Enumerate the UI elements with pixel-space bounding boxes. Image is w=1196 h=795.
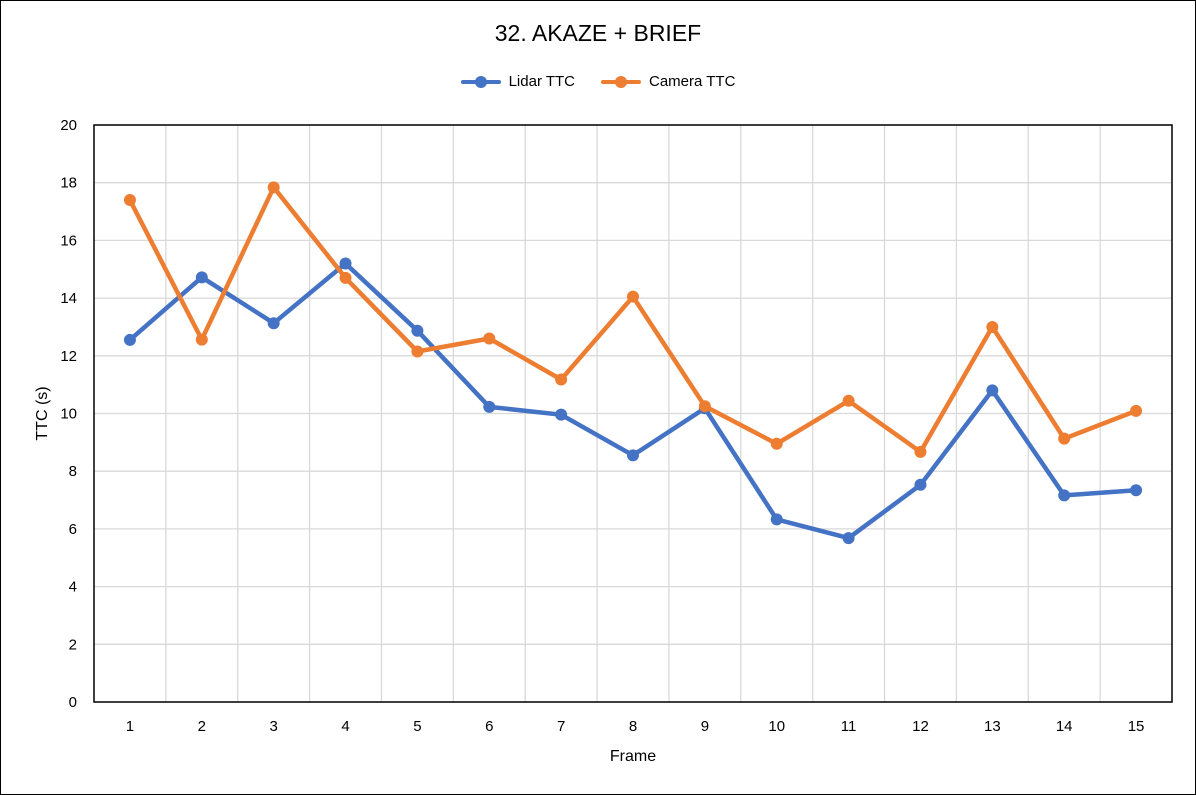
x-tick-label: 5 <box>413 718 421 735</box>
legend-label-camera: Camera TTC <box>649 73 736 90</box>
x-tick-label: 10 <box>768 718 785 735</box>
data-point-camera <box>842 394 855 407</box>
x-tick-label: 12 <box>912 718 929 735</box>
y-tick-label: 2 <box>69 636 77 653</box>
y-tick-label: 4 <box>69 579 77 596</box>
data-point-camera <box>770 437 783 450</box>
legend-item-camera: Camera TTC <box>601 73 735 90</box>
data-point-lidar <box>411 324 424 337</box>
x-tick-label: 14 <box>1056 718 1073 735</box>
x-tick-label: 11 <box>841 718 857 735</box>
data-point-lidar <box>555 408 568 421</box>
plot-area-border <box>93 124 1173 703</box>
data-point-lidar <box>770 513 783 526</box>
x-tick-label: 3 <box>269 718 277 735</box>
data-point-camera <box>914 445 927 458</box>
x-tick-label: 1 <box>126 718 134 735</box>
x-tick-label: 8 <box>629 718 637 735</box>
series-line-lidar <box>127 261 1139 541</box>
legend-swatch-lidar <box>460 75 501 88</box>
data-point-lidar <box>483 400 496 413</box>
data-point-camera <box>698 400 711 413</box>
y-tick-label: 12 <box>60 348 77 365</box>
x-tick-label: 7 <box>557 718 565 735</box>
data-point-lidar <box>339 257 352 270</box>
data-point-lidar <box>1130 484 1143 497</box>
y-axis-title: TTC (s) <box>34 386 51 440</box>
x-axis-title: Frame <box>610 748 656 765</box>
data-point-lidar <box>1058 489 1071 502</box>
data-point-lidar <box>267 317 280 330</box>
data-point-camera <box>267 181 280 194</box>
data-point-lidar <box>986 384 999 397</box>
data-point-camera <box>483 332 496 345</box>
chart-legend: Lidar TTC Camera TTC <box>0 73 1196 90</box>
x-tick-label: 15 <box>1128 718 1145 735</box>
data-point-camera <box>555 373 568 386</box>
data-point-camera <box>1130 404 1143 417</box>
y-tick-label: 8 <box>69 463 77 480</box>
x-tick-label: 9 <box>701 718 709 735</box>
x-tick-label: 6 <box>485 718 493 735</box>
data-point-camera <box>986 320 999 333</box>
legend-label-lidar: Lidar TTC <box>508 73 575 90</box>
y-tick-label: 16 <box>60 232 77 249</box>
y-tick-label: 10 <box>60 406 77 423</box>
y-tick-label: 6 <box>69 521 77 538</box>
x-tick-label: 13 <box>984 718 1001 735</box>
data-point-lidar <box>842 532 855 545</box>
y-tick-label: 14 <box>60 290 77 307</box>
legend-swatch-camera <box>601 75 641 88</box>
data-point-lidar <box>123 333 136 346</box>
data-point-camera <box>123 194 136 207</box>
data-point-camera <box>411 345 424 358</box>
chart-title: 32. AKAZE + BRIEF <box>494 20 702 46</box>
data-point-camera <box>1058 432 1071 445</box>
data-point-camera <box>339 271 352 284</box>
y-tick-label: 20 <box>60 117 77 134</box>
data-point-lidar <box>914 478 927 491</box>
data-point-lidar <box>195 271 208 284</box>
legend-item-lidar: Lidar TTC <box>460 73 575 90</box>
y-tick-label: 18 <box>60 175 77 192</box>
data-point-lidar <box>627 449 639 462</box>
x-tick-label: 2 <box>198 718 206 735</box>
y-tick-label: 0 <box>69 694 77 711</box>
data-point-camera <box>195 333 208 346</box>
x-tick-label: 4 <box>341 718 349 735</box>
data-point-camera <box>627 290 639 303</box>
